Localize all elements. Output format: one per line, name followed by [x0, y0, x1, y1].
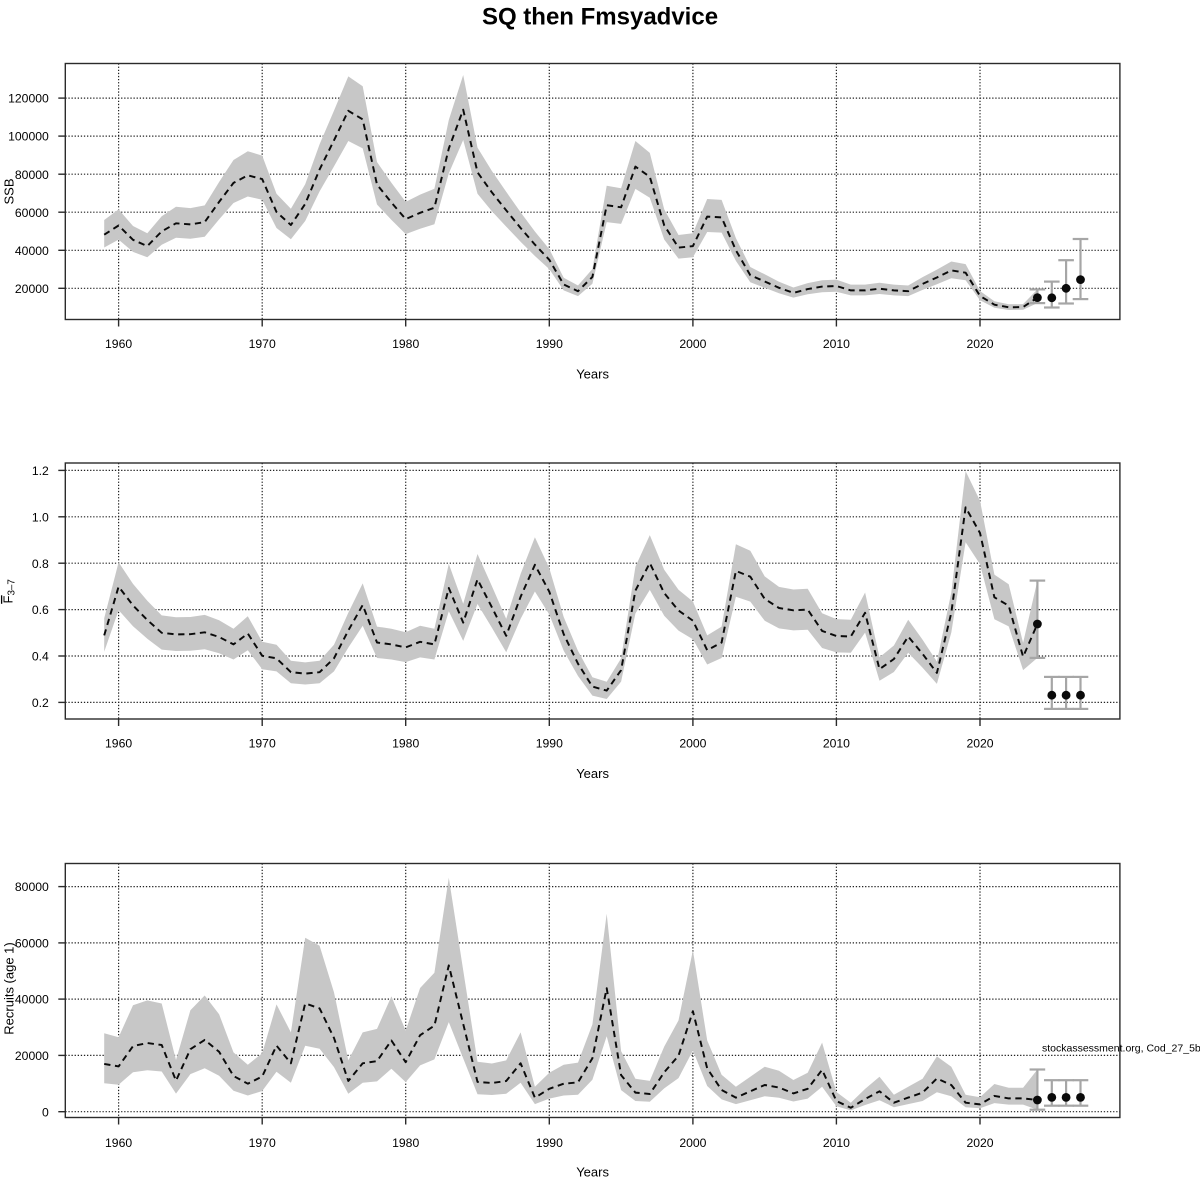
- svg-text:Years: Years: [576, 367, 609, 382]
- svg-text:2010: 2010: [823, 1136, 850, 1150]
- svg-text:1980: 1980: [392, 1136, 419, 1150]
- svg-text:40000: 40000: [15, 993, 49, 1007]
- svg-text:120000: 120000: [8, 92, 49, 106]
- svg-text:Years: Years: [576, 766, 609, 781]
- svg-text:0.4: 0.4: [32, 650, 49, 664]
- svg-text:1970: 1970: [249, 337, 276, 351]
- svg-text:0.8: 0.8: [32, 557, 49, 571]
- svg-text:2020: 2020: [966, 1136, 993, 1150]
- svg-text:2020: 2020: [966, 337, 993, 351]
- svg-text:1970: 1970: [249, 737, 276, 751]
- svg-text:2020: 2020: [966, 737, 993, 751]
- svg-text:2010: 2010: [823, 737, 850, 751]
- svg-text:SQ then Fmsyadvice: SQ then Fmsyadvice: [482, 4, 718, 31]
- svg-text:1970: 1970: [249, 1136, 276, 1150]
- svg-text:2000: 2000: [679, 1136, 706, 1150]
- svg-text:1.0: 1.0: [32, 510, 49, 524]
- svg-text:2000: 2000: [679, 337, 706, 351]
- svg-text:1.2: 1.2: [32, 464, 49, 478]
- svg-text:80000: 80000: [15, 880, 49, 894]
- svg-text:0.6: 0.6: [32, 603, 49, 617]
- svg-text:Years: Years: [576, 1165, 609, 1180]
- svg-text:1990: 1990: [536, 737, 563, 751]
- svg-text:1960: 1960: [105, 337, 132, 351]
- svg-text:20000: 20000: [15, 282, 49, 296]
- svg-text:SSB: SSB: [2, 178, 17, 204]
- svg-text:1990: 1990: [536, 1136, 563, 1150]
- svg-text:0: 0: [42, 1105, 49, 1119]
- svg-text:100000: 100000: [8, 130, 49, 144]
- svg-text:1960: 1960: [105, 1136, 132, 1150]
- svg-text:0.2: 0.2: [32, 696, 49, 710]
- svg-text:60000: 60000: [15, 206, 49, 220]
- svg-text:60000: 60000: [15, 937, 49, 951]
- svg-text:1980: 1980: [392, 337, 419, 351]
- svg-text:1980: 1980: [392, 737, 419, 751]
- svg-text:1960: 1960: [105, 737, 132, 751]
- svg-text:80000: 80000: [15, 168, 49, 182]
- svg-text:20000: 20000: [15, 1049, 49, 1063]
- svg-text:2010: 2010: [823, 337, 850, 351]
- svg-text:1990: 1990: [536, 337, 563, 351]
- svg-text:2000: 2000: [679, 737, 706, 751]
- svg-text:stockassessment.org, Cod_27_5b: stockassessment.org, Cod_27_5b4: [1042, 1043, 1200, 1055]
- svg-text:40000: 40000: [15, 244, 49, 258]
- svg-text:Recruits (age 1): Recruits (age 1): [2, 942, 17, 1034]
